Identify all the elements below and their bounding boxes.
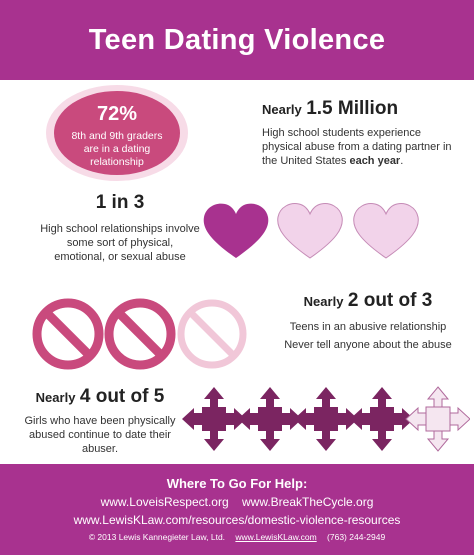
- four-way-arrow-icon: [350, 387, 414, 451]
- stat-1-5-million-value: 1.5 Million: [306, 98, 399, 119]
- link-lewisklaw-resources[interactable]: www.LewisKLaw.com/resources/domestic-vio…: [73, 513, 401, 527]
- copyright-phone: (763) 244-2949: [327, 532, 386, 542]
- stat-72-percent-oval: 72% 8th and 9th graders are in a dating …: [54, 91, 180, 175]
- stat-2-out-of-3-line2: Never tell anyone about the abuse: [284, 339, 452, 351]
- copyright-text: © 2013 Lewis Kannegieter Law, Ltd.: [88, 532, 226, 542]
- hearts-graphic: [203, 203, 419, 259]
- stat-2-out-of-3-prefix: Nearly: [303, 294, 344, 309]
- stat-2-out-of-3-value: 2 out of 3: [347, 290, 433, 311]
- footer-help-section: Where To Go For Help: www.LoveisRespect.…: [0, 464, 474, 555]
- stat-2-out-of-3-line1: Teens in an abusive relationship: [289, 321, 447, 333]
- four-way-arrows-graphic: [182, 386, 470, 452]
- stat-4-out-of-5-prefix: Nearly: [35, 390, 76, 405]
- four-way-arrow-icon: [238, 387, 302, 451]
- no-symbol-icon: [177, 299, 247, 369]
- footer-title: Where To Go For Help:: [166, 476, 308, 491]
- page-title: Teen Dating Violence: [88, 23, 386, 56]
- four-way-arrow-icon: [294, 387, 358, 451]
- four-way-arrow-icon: [405, 386, 470, 452]
- stat-4-out-of-5-description: Girls who have been physically abused co…: [24, 415, 176, 455]
- stat-1-5-million-period: .: [400, 155, 404, 167]
- heart-icon: [353, 203, 419, 259]
- heart-icon: [203, 203, 269, 258]
- stat-1-in-3: 1 in 3 High school relationships involve…: [40, 192, 200, 264]
- four-way-arrow-icon: [182, 387, 246, 451]
- stat-1-5-million: Nearly 1.5 Million High school students …: [262, 98, 462, 168]
- no-symbol-icon: [32, 298, 104, 370]
- stat-72-percent-badge: 72% 8th and 9th graders are in a dating …: [46, 85, 188, 181]
- stat-2-out-of-3: Nearly 2 out of 3 Teens in an abusive re…: [268, 290, 468, 352]
- stat-1-5-million-prefix: Nearly: [262, 102, 302, 117]
- link-breakthecycle[interactable]: www.BreakTheCycle.org: [242, 495, 374, 509]
- stat-1-in-3-value: 1 in 3: [95, 192, 145, 213]
- copyright-site-link[interactable]: www.LewisKLaw.com: [235, 532, 317, 542]
- no-symbol-icon: [104, 298, 176, 370]
- stat-4-out-of-5-value: 4 out of 5: [79, 386, 165, 407]
- stat-1-5-million-emphasis: each year: [349, 155, 401, 167]
- link-loveisrespect[interactable]: www.LoveisRespect.org: [100, 495, 229, 509]
- stat-1-in-3-description: High school relationships involve some s…: [40, 223, 200, 263]
- stat-1-5-million-description: High school students experience physical…: [262, 127, 452, 167]
- stat-72-percent-value: 72%: [96, 103, 138, 125]
- stat-72-percent-description: 8th and 9th graders are in a dating rela…: [71, 130, 163, 168]
- stat-4-out-of-5: Nearly 4 out of 5 Girls who have been ph…: [20, 386, 180, 456]
- header-banner: Teen Dating Violence: [0, 0, 474, 80]
- heart-icon: [277, 203, 343, 259]
- no-symbols-graphic: [32, 298, 247, 370]
